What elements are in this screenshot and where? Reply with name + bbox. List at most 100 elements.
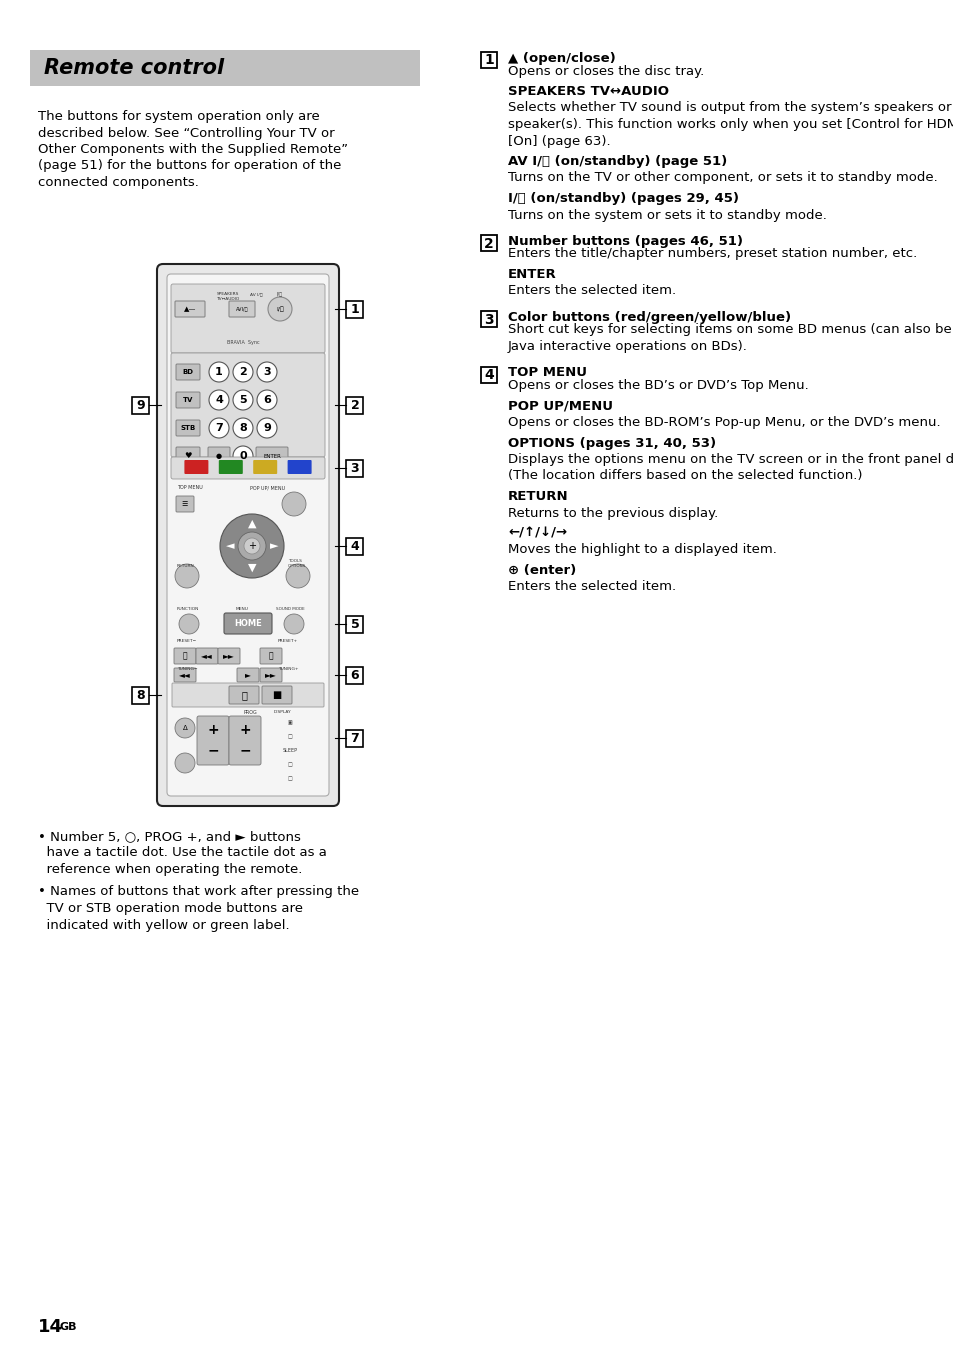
Text: ▲: ▲ bbox=[248, 519, 256, 529]
FancyBboxPatch shape bbox=[196, 717, 229, 765]
FancyBboxPatch shape bbox=[195, 648, 218, 664]
Text: −: − bbox=[207, 744, 218, 757]
Text: Other Components with the Supplied Remote”: Other Components with the Supplied Remot… bbox=[38, 143, 348, 155]
Text: FUNCTION: FUNCTION bbox=[177, 607, 199, 611]
Text: reference when operating the remote.: reference when operating the remote. bbox=[38, 863, 302, 876]
FancyBboxPatch shape bbox=[346, 460, 363, 476]
Text: MENU: MENU bbox=[235, 607, 248, 611]
FancyBboxPatch shape bbox=[171, 353, 325, 457]
Circle shape bbox=[256, 418, 276, 438]
FancyBboxPatch shape bbox=[132, 396, 150, 414]
Text: 1: 1 bbox=[351, 303, 359, 316]
Text: TV↔AUDIO: TV↔AUDIO bbox=[216, 297, 239, 301]
Circle shape bbox=[174, 753, 194, 773]
Text: 6: 6 bbox=[351, 669, 359, 681]
Circle shape bbox=[237, 531, 266, 560]
FancyBboxPatch shape bbox=[255, 448, 288, 465]
Text: ▼: ▼ bbox=[248, 562, 256, 573]
FancyBboxPatch shape bbox=[175, 364, 200, 380]
FancyBboxPatch shape bbox=[260, 648, 282, 664]
Text: 1: 1 bbox=[483, 54, 494, 68]
Text: 8: 8 bbox=[136, 690, 145, 702]
Text: SPEAKERS TV↔AUDIO: SPEAKERS TV↔AUDIO bbox=[507, 85, 668, 97]
Text: 6: 6 bbox=[263, 395, 271, 406]
FancyBboxPatch shape bbox=[229, 301, 254, 316]
Text: indicated with yellow or green label.: indicated with yellow or green label. bbox=[38, 918, 290, 932]
Text: 1: 1 bbox=[214, 366, 223, 377]
Circle shape bbox=[286, 564, 310, 588]
Text: ▣: ▣ bbox=[288, 721, 292, 726]
FancyBboxPatch shape bbox=[218, 460, 243, 475]
Text: Turns on the TV or other component, or sets it to standby mode.: Turns on the TV or other component, or s… bbox=[507, 172, 937, 184]
FancyBboxPatch shape bbox=[253, 460, 277, 475]
FancyBboxPatch shape bbox=[171, 284, 325, 353]
Text: Opens or closes the disc tray.: Opens or closes the disc tray. bbox=[507, 65, 703, 77]
Text: AV I/⏻: AV I/⏻ bbox=[250, 292, 262, 296]
FancyBboxPatch shape bbox=[224, 612, 272, 634]
Text: Java interactive operations on BDs).: Java interactive operations on BDs). bbox=[507, 339, 747, 353]
Text: BRAVIA  Sync: BRAVIA Sync bbox=[227, 339, 259, 345]
Text: 7: 7 bbox=[351, 731, 359, 745]
Text: STB: STB bbox=[180, 425, 195, 431]
FancyBboxPatch shape bbox=[346, 730, 363, 746]
FancyBboxPatch shape bbox=[172, 683, 324, 707]
FancyBboxPatch shape bbox=[346, 396, 363, 414]
Text: Enters the title/chapter numbers, preset station number, etc.: Enters the title/chapter numbers, preset… bbox=[507, 247, 916, 261]
Text: □: □ bbox=[288, 776, 292, 781]
Text: I/⏻ (on/standby) (pages 29, 45): I/⏻ (on/standby) (pages 29, 45) bbox=[507, 192, 739, 206]
Text: Color buttons (red/green/yellow/blue): Color buttons (red/green/yellow/blue) bbox=[507, 311, 790, 324]
FancyBboxPatch shape bbox=[30, 50, 419, 87]
FancyBboxPatch shape bbox=[260, 668, 282, 681]
Text: ←/↑/↓/→: ←/↑/↓/→ bbox=[507, 527, 566, 539]
FancyBboxPatch shape bbox=[346, 615, 363, 633]
Text: • Names of buttons that work after pressing the: • Names of buttons that work after press… bbox=[38, 886, 358, 899]
Text: speaker(s). This function works only when you set [Control for HDMI] to: speaker(s). This function works only whe… bbox=[507, 118, 953, 131]
Text: PRESET+: PRESET+ bbox=[277, 639, 297, 644]
Text: Short cut keys for selecting items on some BD menus (can also be used for: Short cut keys for selecting items on so… bbox=[507, 323, 953, 337]
Text: SPEAKERS: SPEAKERS bbox=[216, 292, 239, 296]
Circle shape bbox=[174, 564, 199, 588]
Text: TOP MENU: TOP MENU bbox=[507, 366, 586, 380]
Text: POP UP/MENU: POP UP/MENU bbox=[507, 399, 613, 412]
Text: OPTIONS (pages 31, 40, 53): OPTIONS (pages 31, 40, 53) bbox=[507, 437, 716, 449]
Text: Opens or closes the BD’s or DVD’s Top Menu.: Opens or closes the BD’s or DVD’s Top Me… bbox=[507, 379, 808, 392]
FancyBboxPatch shape bbox=[218, 648, 240, 664]
Circle shape bbox=[244, 538, 260, 554]
FancyBboxPatch shape bbox=[132, 687, 150, 703]
Text: 2: 2 bbox=[351, 399, 359, 412]
Text: AV I/⏻ (on/standby) (page 51): AV I/⏻ (on/standby) (page 51) bbox=[507, 155, 726, 168]
FancyBboxPatch shape bbox=[346, 667, 363, 684]
Text: ■: ■ bbox=[273, 690, 281, 700]
FancyBboxPatch shape bbox=[173, 648, 195, 664]
Circle shape bbox=[233, 362, 253, 383]
Text: ⏸: ⏸ bbox=[241, 690, 247, 700]
Text: 5: 5 bbox=[239, 395, 247, 406]
FancyBboxPatch shape bbox=[175, 420, 200, 435]
Text: RETURN: RETURN bbox=[177, 564, 194, 568]
Text: 9: 9 bbox=[136, 399, 145, 412]
Text: BD: BD bbox=[182, 369, 193, 375]
FancyBboxPatch shape bbox=[229, 685, 258, 704]
Text: HOME: HOME bbox=[233, 619, 262, 629]
Text: ☰: ☰ bbox=[182, 502, 188, 507]
Circle shape bbox=[209, 362, 229, 383]
Text: • Number 5, ○, PROG +, and ► buttons: • Number 5, ○, PROG +, and ► buttons bbox=[38, 830, 300, 844]
Text: Selects whether TV sound is output from the system’s speakers or the TV’s: Selects whether TV sound is output from … bbox=[507, 101, 953, 115]
Text: ENTER: ENTER bbox=[507, 268, 557, 281]
FancyBboxPatch shape bbox=[167, 274, 329, 796]
Text: Remote control: Remote control bbox=[44, 58, 224, 78]
Text: Enters the selected item.: Enters the selected item. bbox=[507, 284, 676, 297]
Text: ♥: ♥ bbox=[184, 452, 192, 461]
Circle shape bbox=[233, 446, 253, 466]
Text: 8: 8 bbox=[239, 423, 247, 433]
Text: TV or STB operation mode buttons are: TV or STB operation mode buttons are bbox=[38, 902, 303, 915]
Text: ►►: ►► bbox=[265, 671, 276, 680]
Text: 0: 0 bbox=[239, 452, 247, 461]
FancyBboxPatch shape bbox=[287, 460, 312, 475]
FancyBboxPatch shape bbox=[171, 457, 325, 479]
Text: connected components.: connected components. bbox=[38, 176, 198, 189]
Text: ►: ► bbox=[245, 671, 251, 680]
Circle shape bbox=[284, 614, 304, 634]
Text: Moves the highlight to a displayed item.: Moves the highlight to a displayed item. bbox=[507, 544, 776, 557]
FancyBboxPatch shape bbox=[208, 448, 230, 465]
